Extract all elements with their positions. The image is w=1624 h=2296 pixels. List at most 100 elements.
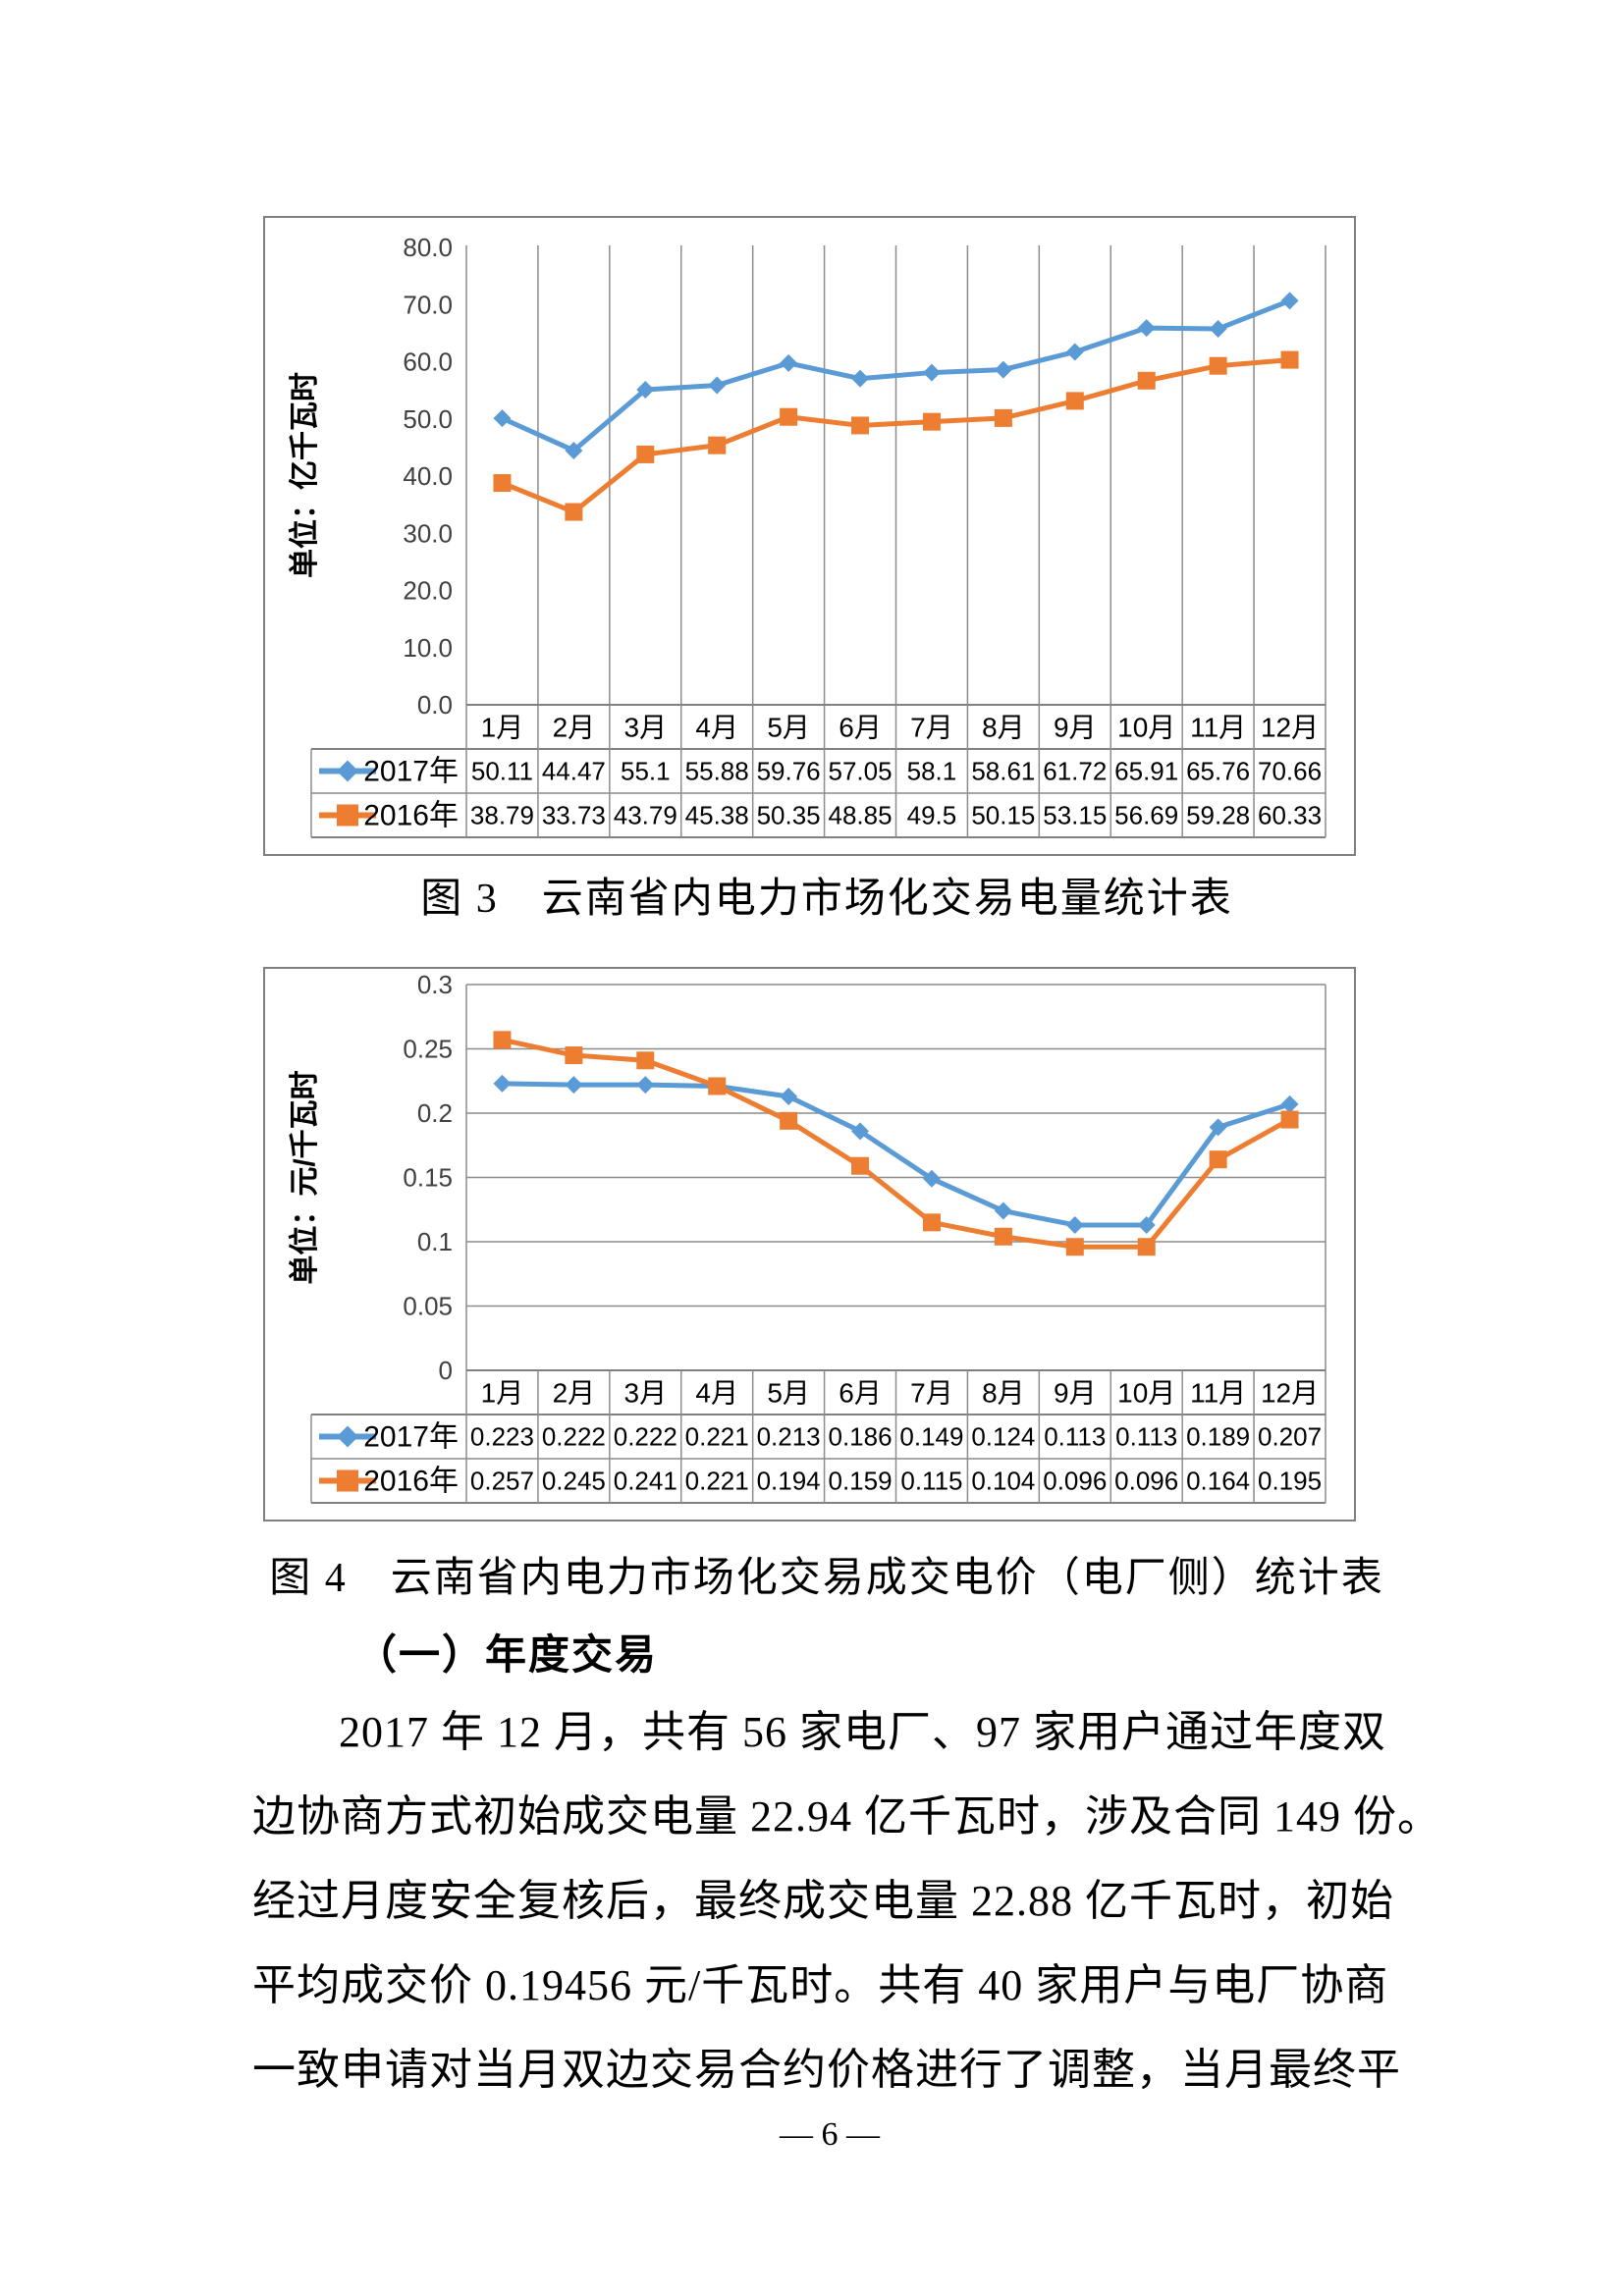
data-point-marker (708, 1077, 727, 1095)
data-point-marker (922, 412, 941, 431)
data-point-marker (493, 409, 512, 428)
value-cell: 0.194 (757, 1467, 821, 1496)
value-cell: 48.85 (829, 801, 893, 830)
value-cell: 0.207 (1258, 1422, 1322, 1452)
value-cell: 0.186 (829, 1422, 893, 1452)
data-point-marker (1137, 371, 1156, 390)
value-cell: 59.76 (757, 757, 821, 786)
value-cell: 0.096 (1043, 1467, 1107, 1496)
value-cell: 0.113 (1044, 1422, 1106, 1452)
gridlines (465, 245, 1326, 705)
value-cell: 0.221 (685, 1422, 749, 1452)
data-point-marker (1137, 1215, 1156, 1234)
figure3-caption: 图 3 云南省内电力市场化交易电量统计表 (420, 877, 1233, 922)
y-tick-label: 50.0 (403, 404, 453, 434)
y-tick-label: 0.05 (403, 1292, 453, 1321)
data-point-marker (1280, 350, 1299, 369)
value-cell: 65.76 (1186, 757, 1250, 786)
data-point-marker (1065, 1215, 1084, 1234)
data-point-marker (1209, 356, 1227, 375)
data-point-marker (1209, 319, 1227, 338)
y-tick-label: 0.15 (403, 1163, 453, 1193)
value-cell: 0.189 (1186, 1422, 1250, 1452)
value-cell: 43.79 (614, 801, 677, 830)
data-point-marker (1137, 319, 1156, 338)
figure3-chart: 0.0 10.0 20.0 30.0 40.0 50.0 60.0 70.0 80.0 单位：亿千… (263, 216, 1356, 856)
data-point-marker (780, 353, 798, 372)
value-cell: 44.47 (542, 757, 606, 786)
data-point-marker (922, 1169, 941, 1188)
month-label: 2月 (553, 1378, 596, 1409)
value-cell: 65.91 (1114, 757, 1178, 786)
y-tick-label: 40.0 (403, 461, 453, 491)
body-line: 平均成交价 0.19456 元/千瓦时。共有 40 家用户与电厂协商 (252, 1961, 1389, 2009)
data-point-marker (1065, 392, 1084, 410)
data-point-marker (851, 416, 870, 435)
body-line: 边协商方式初始成交电量 22.94 亿千瓦时，涉及合同 149 份。 (252, 1792, 1441, 1841)
data-point-marker (1209, 1150, 1227, 1169)
data-point-marker (565, 1046, 583, 1065)
data-point-marker (636, 1076, 655, 1095)
month-label: 10月 (1117, 713, 1175, 743)
data-point-marker (493, 1031, 512, 1049)
value-cell: 56.69 (1114, 801, 1178, 830)
month-label: 6月 (839, 1378, 882, 1409)
body-paragraph: 2017 年 12 月，共有 56 家电厂、97 家用户通过年度双 边协商方式初… (252, 1690, 1441, 2112)
series-line (501, 298, 1291, 454)
y-axis-title: 单位：元/千瓦时 (288, 1070, 321, 1284)
month-label: 1月 (481, 713, 524, 743)
value-cell: 0.222 (614, 1422, 677, 1452)
value-cell: 0.241 (614, 1467, 677, 1496)
value-cell: 61.72 (1043, 757, 1107, 786)
y-tick-label: 80.0 (403, 233, 453, 262)
series-line (501, 1037, 1291, 1250)
series-2017年 (493, 292, 1299, 459)
month-label: 9月 (1054, 1378, 1097, 1409)
body-line: 经过月度安全复核后，最终成交电量 22.88 亿千瓦时，初始 (252, 1877, 1394, 1925)
value-cell: 0.115 (900, 1467, 962, 1496)
month-label: 5月 (767, 713, 810, 743)
y-tick-label: 60.0 (403, 347, 453, 377)
figure4-chart: 0 0.05 0.1 0.15 0.2 0.25 0.3 单位：元/千瓦时 1月 2月 3月 4月 5月… (263, 967, 1356, 1522)
body-line: 2017 年 12 月，共有 56 家电厂、97 家用户通过年度双 (339, 1708, 1386, 1756)
legend-key-marker (337, 1425, 358, 1448)
value-cell: 55.1 (621, 757, 671, 786)
data-point-marker (708, 436, 727, 454)
data-table: 1月 2月 3月 4月 5月 6月 7月 8月 9月 10月 11月 12月 2017年 0.223 0.2… (310, 1370, 1326, 1504)
month-label: 6月 (839, 713, 882, 743)
value-cell: 38.79 (470, 801, 534, 830)
y-axis-title: 单位：亿千瓦时 (288, 372, 321, 578)
y-tick-label: 0.0 (417, 690, 453, 720)
y-axis-ticks: 0.0 10.0 20.0 30.0 40.0 50.0 60.0 70.0 80.0 (403, 233, 453, 720)
y-tick-label: 10.0 (403, 633, 453, 663)
month-label: 10月 (1117, 1378, 1175, 1409)
month-label: 12月 (1261, 1378, 1319, 1409)
data-point-marker (708, 376, 727, 395)
value-cell: 0.096 (1114, 1467, 1178, 1496)
y-tick-label: 30.0 (403, 518, 453, 548)
value-cell: 0.149 (899, 1422, 963, 1452)
data-point-marker (1280, 1110, 1299, 1129)
data-point-marker (780, 1111, 798, 1130)
value-cell: 50.35 (757, 801, 821, 830)
data-point-marker (922, 363, 941, 382)
month-label: 3月 (624, 1378, 668, 1409)
legend-label: 2017年 (363, 1421, 459, 1454)
month-label: 9月 (1054, 713, 1097, 743)
data-point-marker (636, 381, 655, 400)
month-label: 7月 (910, 713, 953, 743)
month-label: 4月 (695, 1378, 738, 1409)
figure4-caption: 图 4 云南省内电力市场化交易成交电价（电厂侧）统计表 (269, 1556, 1384, 1601)
data-point-marker (565, 1076, 583, 1095)
data-point-marker (636, 445, 655, 463)
data-point-marker (1209, 1118, 1227, 1137)
data-point-marker (565, 503, 583, 521)
y-tick-label: 20.0 (403, 576, 453, 606)
data-point-marker (922, 1213, 941, 1232)
data-point-marker (994, 408, 1012, 427)
value-cell: 0.257 (470, 1467, 534, 1496)
value-cell: 0.245 (542, 1467, 606, 1496)
value-cell: 0.195 (1258, 1467, 1322, 1496)
value-cell: 59.28 (1186, 801, 1250, 830)
